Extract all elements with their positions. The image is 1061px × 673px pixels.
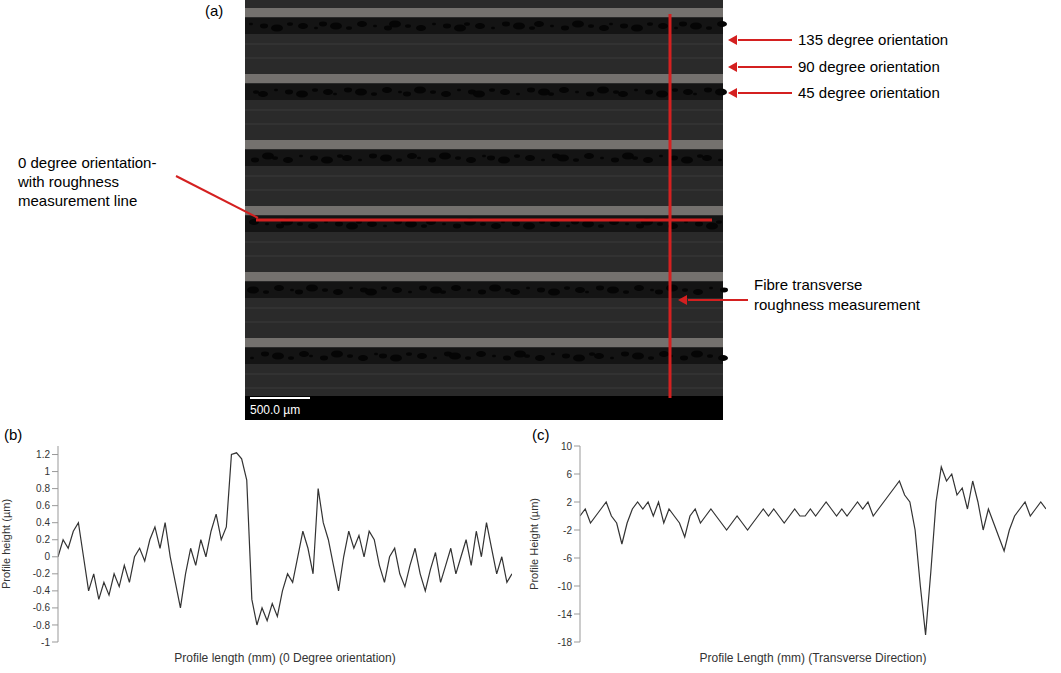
html-text:(b): (b): [4, 426, 23, 443]
svg-text:10: 10: [561, 441, 573, 452]
svg-text:Profile Height (µm): Profile Height (µm): [528, 498, 540, 590]
svg-text:0 degree orientation-: 0 degree orientation-: [18, 154, 156, 171]
svg-text:2: 2: [566, 497, 572, 508]
svg-text:0.6: 0.6: [36, 500, 50, 511]
svg-text:1.2: 1.2: [36, 449, 50, 460]
svg-text:with roughness: with roughness: [17, 173, 119, 190]
svg-text:0: 0: [44, 551, 50, 562]
svg-text:Profile Length (mm) (Transvers: Profile Length (mm) (Transverse Directio…: [700, 651, 927, 665]
svg-text:6: 6: [566, 469, 572, 480]
svg-text:135 degree orientation: 135 degree orientation: [798, 31, 948, 48]
svg-text:Profile height (µm): Profile height (µm): [0, 499, 12, 589]
svg-text:(a): (a): [205, 2, 223, 19]
svg-text:-0.2: -0.2: [33, 568, 51, 579]
svg-text:Fibre transverse: Fibre transverse: [754, 276, 862, 293]
svg-text:measurement line: measurement line: [18, 192, 137, 209]
svg-text:roughness measurement: roughness measurement: [754, 296, 921, 313]
svg-text:-14: -14: [558, 609, 573, 620]
svg-text:0.4: 0.4: [36, 517, 50, 528]
svg-text:-0.6: -0.6: [33, 602, 51, 613]
svg-text:-6: -6: [563, 553, 572, 564]
svg-text:90 degree orientation: 90 degree orientation: [798, 58, 940, 75]
svg-text:0.2: 0.2: [36, 534, 50, 545]
svg-text:45 degree orientation: 45 degree orientation: [798, 84, 940, 101]
svg-text:-2: -2: [563, 525, 572, 536]
svg-text:1: 1: [44, 466, 50, 477]
svg-text:Profile length (mm) (0 Degree: Profile length (mm) (0 Degree orientatio…: [174, 651, 395, 665]
svg-text:-0.4: -0.4: [33, 585, 51, 596]
svg-text:-18: -18: [558, 637, 573, 648]
svg-text:-10: -10: [558, 581, 573, 592]
svg-text:-1: -1: [41, 637, 50, 648]
svg-text:0.8: 0.8: [36, 483, 50, 494]
svg-text:-0.8: -0.8: [33, 620, 51, 631]
svg-text:500.0 µm: 500.0 µm: [250, 403, 300, 417]
html-text:(c): (c): [532, 426, 550, 443]
